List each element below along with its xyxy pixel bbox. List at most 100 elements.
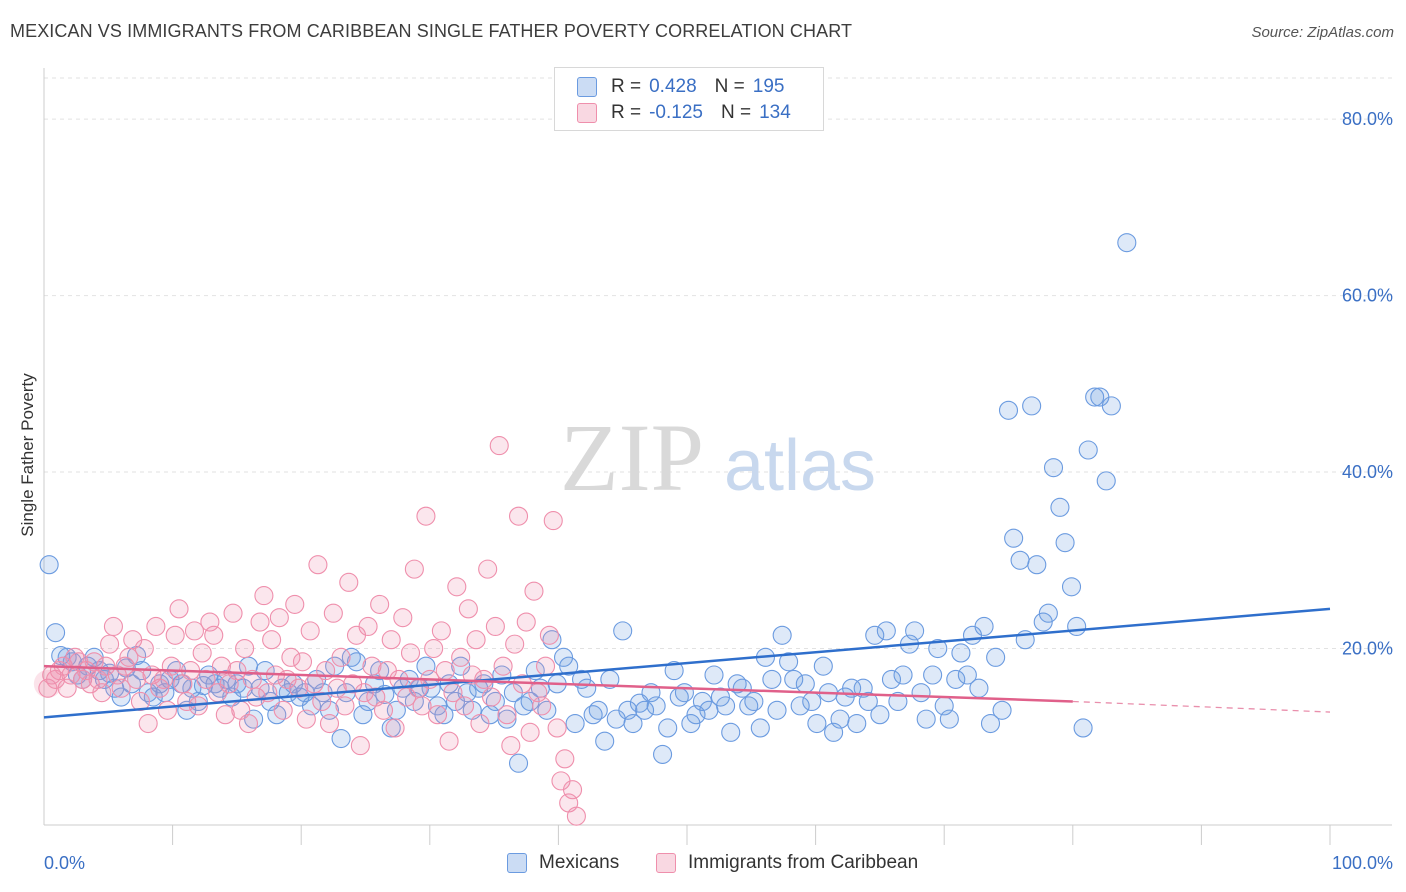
legend-n-label: N = [714, 76, 745, 97]
mexicans-point [998, 400, 1019, 420]
mexicans-point [905, 621, 925, 641]
caribbean-point [281, 647, 301, 667]
mexicans-point [497, 709, 517, 729]
legend-n-value: 195 [752, 76, 785, 97]
caribbean-point [161, 656, 181, 676]
caribbean-point [331, 647, 351, 667]
trend-lines [43, 607, 1331, 719]
mexicans-point [508, 753, 529, 773]
y-tick-labels: 20.0% 40.0% 60.0% 80.0% [1342, 109, 1393, 658]
caribbean-point [130, 691, 150, 712]
caribbean-point [323, 603, 343, 623]
legend-r-value: 0.428 [649, 76, 697, 97]
legend-n-label: N = [720, 102, 752, 123]
chart-title: MEXICAN VS IMMIGRANTS FROM CARIBBEAN SIN… [10, 21, 853, 41]
caribbean-point [562, 780, 583, 800]
mexicans-point [674, 683, 694, 703]
mexicans-point [974, 616, 994, 637]
mexicans-point [623, 713, 643, 734]
caribbean-point [520, 722, 540, 742]
caribbean-point [370, 594, 390, 614]
mexicans-trend-line [43, 607, 1331, 719]
mexicans-point [916, 709, 936, 729]
caribbean-point [227, 661, 247, 681]
mexicans-point [772, 625, 792, 645]
caribbean-point [485, 616, 505, 637]
caribbean-point [539, 625, 559, 645]
caribbean-point [385, 718, 405, 738]
caribbean-point [215, 705, 235, 725]
mexicans-point [969, 678, 989, 698]
mexicans-point [1038, 603, 1058, 623]
mexicans-point [646, 696, 666, 716]
caribbean-point [184, 621, 205, 641]
mexicans-point [1033, 612, 1053, 632]
mexicans-point [1022, 396, 1042, 416]
mexicans-point [1055, 533, 1075, 553]
caribbean-point [250, 612, 270, 632]
mexicans-point [653, 744, 673, 764]
mexicans-point [992, 700, 1012, 720]
axes [43, 68, 1392, 845]
legend-r-label: R = [611, 76, 642, 97]
caribbean-point [103, 616, 123, 637]
mexicans-point [951, 643, 971, 663]
mexicans-point [577, 678, 597, 698]
caribbean-point [134, 638, 154, 659]
data-points [33, 233, 1137, 826]
mexicans-point [893, 665, 913, 685]
mexicans-point [565, 713, 585, 734]
caribbean-point [296, 709, 316, 729]
caribbean-point [238, 713, 259, 734]
caribbean-point [393, 608, 413, 628]
mexicans-point [802, 691, 822, 712]
caribbean-point [362, 656, 382, 676]
caribbean-point [169, 599, 189, 619]
mexicans-point [767, 700, 787, 720]
mexicans-point [46, 623, 66, 643]
series-label-mexicans: Mexicans [539, 852, 620, 873]
mexicans-point [704, 665, 724, 685]
mexicans-point [870, 705, 890, 725]
mexicans-point [876, 621, 896, 641]
y-tick-label: 20.0% [1342, 639, 1393, 659]
mexicans-point [1027, 555, 1047, 575]
legend-r-label: R = [611, 102, 642, 123]
mexicans-point [779, 652, 799, 672]
caribbean-point [381, 630, 401, 650]
y-tick-label: 40.0% [1342, 462, 1393, 482]
caribbean-point [254, 586, 274, 606]
mexicans-point [830, 709, 850, 729]
caribbean-point [535, 656, 556, 676]
caribbean-point [138, 713, 158, 734]
source-label: Source: ZipAtlas.com [1251, 24, 1394, 41]
caribbean-point [497, 705, 517, 725]
mexicans-point [762, 669, 782, 689]
caribbean-point [458, 599, 478, 619]
caribbean-point [92, 683, 112, 703]
mexicans-point [923, 665, 943, 685]
caribbean-point [350, 736, 370, 756]
caribbean-point [431, 621, 451, 641]
legend-row-caribbean: R = -0.125 N = 134 [577, 101, 791, 125]
mexicans-point [807, 713, 827, 734]
mexicans-point [847, 713, 867, 734]
caribbean-point [312, 691, 332, 712]
y-tick-label: 80.0% [1342, 109, 1393, 129]
caribbean-point [300, 621, 320, 641]
mexicans-point [434, 705, 454, 725]
caribbean-point [192, 643, 212, 663]
x-tick-labels: 0.0% 100.0% [44, 853, 1393, 873]
y-axis-title: Single Father Poverty [18, 373, 37, 537]
caribbean-point [335, 696, 355, 716]
x-tick-label: 0.0% [44, 853, 85, 873]
caribbean-point [292, 652, 313, 672]
mexicans-point [595, 731, 615, 751]
caribbean-point [566, 806, 586, 826]
caribbean-point [439, 731, 459, 751]
mexicans-point [750, 718, 770, 738]
caribbean-point [505, 634, 525, 654]
caribbean-point [447, 577, 467, 597]
caribbean-point [427, 705, 448, 725]
caribbean-point [223, 603, 243, 623]
